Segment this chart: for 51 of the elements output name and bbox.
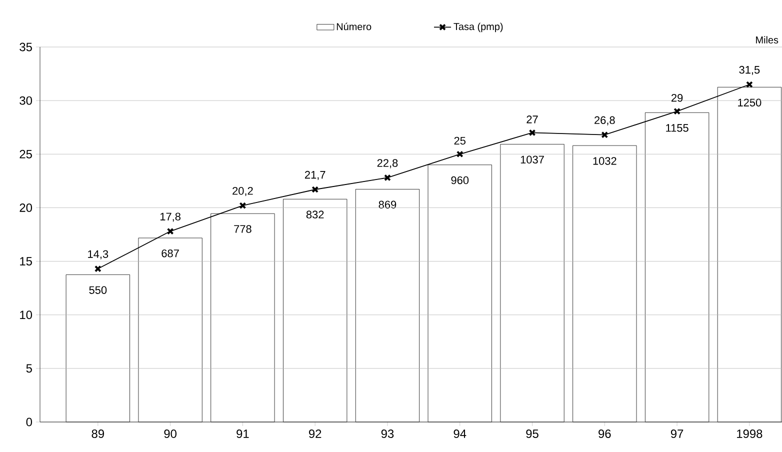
x-tick-label: 89 — [92, 430, 104, 438]
x-tick-label: 95 — [526, 430, 538, 438]
y-tick-label: 15 — [20, 257, 32, 266]
legend-label: Número — [336, 22, 372, 30]
x-tick-label: 90 — [164, 430, 176, 438]
data-label: 1250 — [738, 98, 762, 106]
data-label: 21,7 — [304, 170, 326, 180]
point — [94, 265, 102, 272]
point — [528, 129, 536, 136]
x-tick-label: 91 — [236, 430, 249, 438]
data-label: 960 — [451, 176, 469, 184]
data-label: 687 — [162, 250, 179, 258]
data-label: 1032 — [593, 157, 616, 165]
x-tick-label: 97 — [670, 430, 684, 438]
point — [239, 202, 246, 210]
y-tick-label: 5 — [26, 364, 32, 373]
x-tick-label: 92 — [309, 430, 322, 438]
point — [312, 186, 319, 193]
x-tick-label: 94 — [454, 430, 466, 438]
data-label: 550 — [89, 286, 107, 294]
y-tick-label: 35 — [20, 42, 32, 52]
data-label: 26,8 — [594, 116, 615, 126]
data-label: 869 — [378, 200, 396, 209]
x-tick-label: 93 — [381, 430, 394, 438]
x-tick-label: 1998 — [737, 430, 762, 438]
y-tick-label: 25 — [20, 150, 32, 158]
data-label: 832 — [306, 210, 324, 218]
data-label: 1155 — [666, 124, 688, 132]
x-tick-label: 96 — [598, 430, 611, 438]
legend-label: Tasa (pmp) — [454, 22, 503, 32]
data-label: 25 — [454, 136, 466, 145]
point — [746, 81, 753, 88]
data-label: 14,3 — [88, 250, 108, 260]
point — [166, 228, 174, 235]
point — [456, 150, 464, 158]
y-tick-label: 0 — [26, 418, 32, 426]
data-label: 29 — [672, 94, 683, 102]
data-label: 17,8 — [160, 212, 180, 222]
data-label: 1037 — [520, 156, 544, 164]
data-label: 31,5 — [739, 66, 760, 75]
y-tick-label: 10 — [20, 310, 32, 320]
data-label: 27 — [526, 116, 538, 124]
point — [601, 131, 608, 138]
point — [674, 108, 681, 115]
data-label: 22,8 — [377, 159, 398, 168]
y-tick-label: 20 — [20, 203, 32, 212]
y-tick-label: 30 — [20, 96, 32, 105]
data-label: 20,2 — [232, 187, 253, 196]
point — [384, 174, 391, 182]
data-label: 778 — [234, 225, 252, 233]
y2-axis-title: Miles — [756, 36, 778, 44]
